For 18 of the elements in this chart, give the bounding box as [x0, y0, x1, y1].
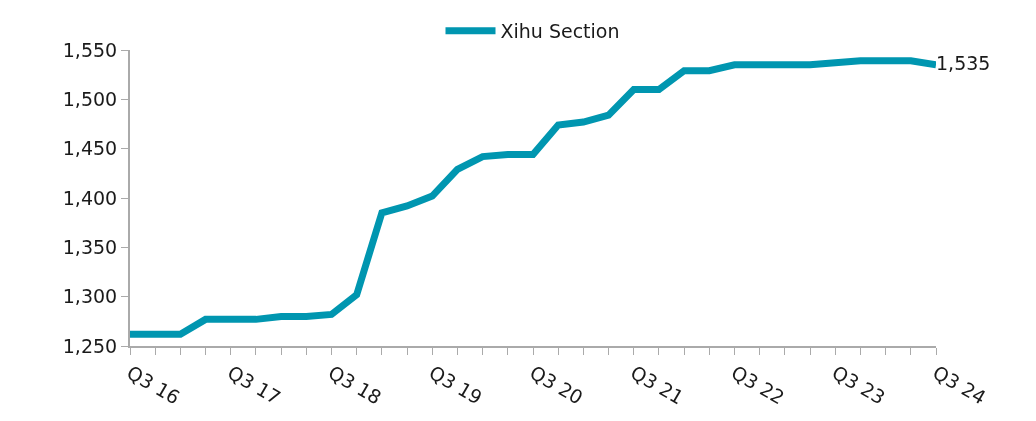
- x-tick-label: Q3 17: [224, 360, 285, 409]
- x-tick-label: Q3 23: [828, 360, 890, 409]
- x-tick-label: Q3 24: [929, 360, 990, 409]
- x-tick-label: Q3 16: [123, 360, 184, 409]
- x-tick-label: Q3 21: [627, 360, 688, 409]
- y-tick-label: 1,500: [62, 87, 118, 110]
- y-tick-label: 1,400: [62, 186, 118, 209]
- y-tick-label: 1,350: [62, 235, 118, 258]
- legend-label: Xihu Section: [500, 20, 620, 43]
- x-tick-label: Q3 20: [526, 360, 587, 409]
- data-label: 1,535: [936, 51, 991, 74]
- y-tick-label: 1,450: [62, 137, 118, 160]
- y-tick-label: 1,250: [62, 334, 118, 357]
- x-tick-label: Q3 22: [727, 360, 789, 409]
- y-tick-label: 1,300: [62, 285, 118, 308]
- y-tick-label: 1,550: [62, 38, 118, 61]
- x-tick-label: Q3 19: [425, 360, 487, 409]
- x-tick-label: Q3 18: [324, 360, 386, 409]
